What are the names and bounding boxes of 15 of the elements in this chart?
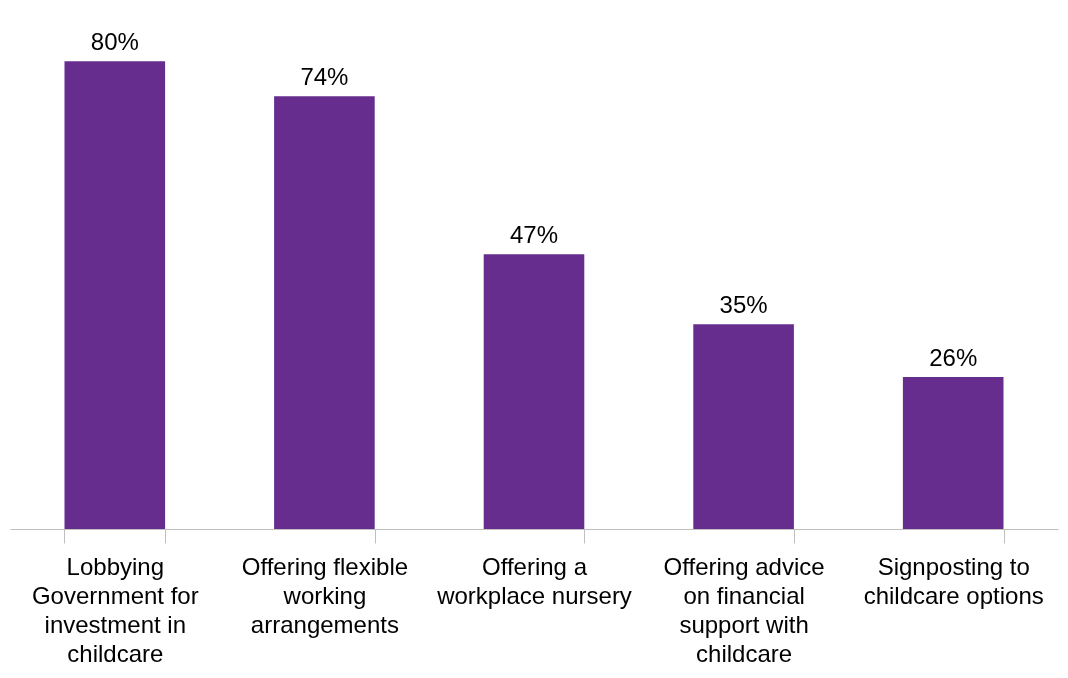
x-tick-label: Lobbying Government for investment in childcare [31, 552, 199, 667]
bar [693, 324, 794, 529]
x-tick-label: Offering advice on financial support with childcare [663, 552, 825, 667]
data-label: 47% [509, 221, 559, 249]
data-label: 74% [300, 63, 349, 91]
bar [274, 96, 375, 529]
bar [483, 254, 585, 529]
x-tick-label: Offering flexible working arrangements [241, 552, 409, 638]
data-label: 26% [929, 343, 978, 371]
data-label: 35% [719, 291, 768, 319]
data-label: 80% [90, 28, 139, 56]
bar [64, 61, 166, 529]
x-tick-label: Offering a workplace nursery [436, 552, 632, 609]
x-tick-label: Signposting to childcare options [863, 552, 1044, 609]
bar [902, 376, 1004, 529]
